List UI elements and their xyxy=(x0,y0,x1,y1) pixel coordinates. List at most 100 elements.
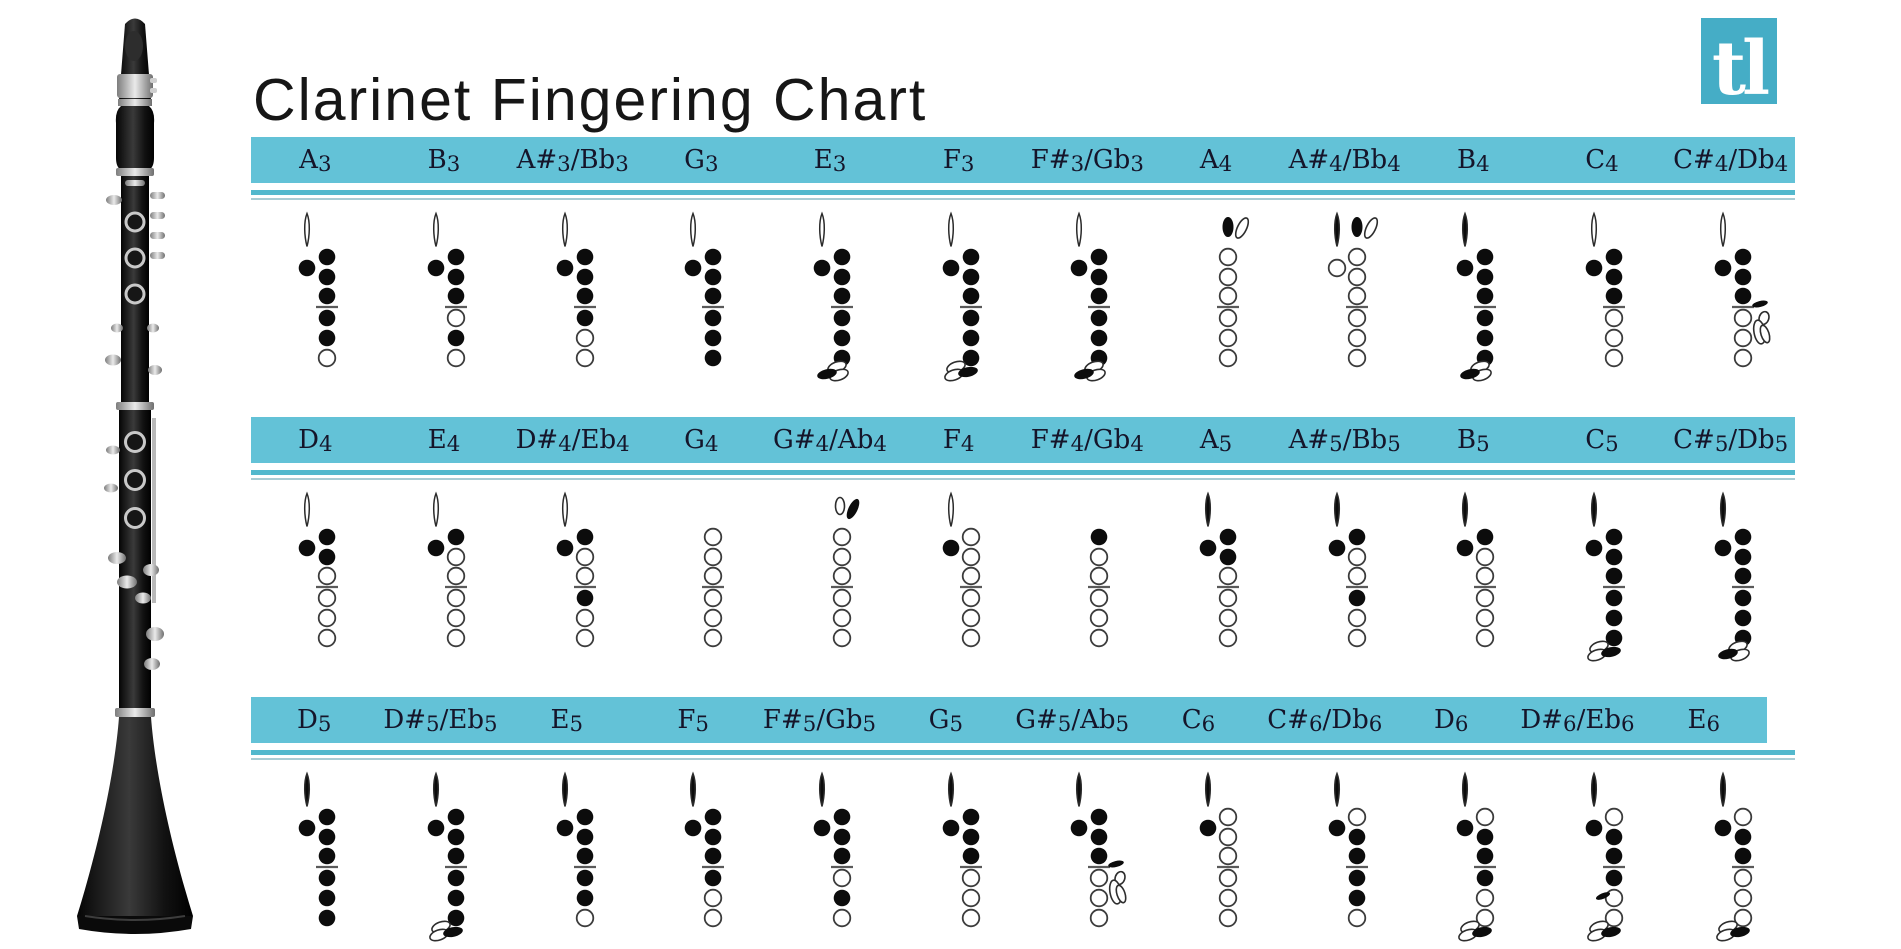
note-label: C6 xyxy=(1181,705,1216,738)
note-label: F3 xyxy=(942,145,975,178)
bell-ring xyxy=(115,708,155,717)
note-label: G4 xyxy=(684,425,719,458)
brand-logo-text: tl xyxy=(1711,26,1770,112)
fingering-diagram xyxy=(380,211,509,389)
note-label: G3 xyxy=(684,145,719,178)
header-rule-secondary xyxy=(251,758,1795,760)
barrel-ring xyxy=(116,168,154,176)
diagram-strip xyxy=(251,211,1795,389)
header-rule-primary xyxy=(251,190,1795,195)
center-ring xyxy=(116,402,154,410)
note-label: G#5/Ab5 xyxy=(1015,705,1130,738)
diagram-strip xyxy=(251,771,1795,949)
note-label: C#5/Db5 xyxy=(1673,425,1789,458)
fingering-diagram xyxy=(251,211,380,389)
note-label: A4 xyxy=(1199,145,1233,178)
fingering-diagram xyxy=(1409,771,1538,949)
upper-joint xyxy=(105,176,165,404)
fingering-diagram xyxy=(766,211,895,389)
note-label: D#5/Eb5 xyxy=(383,705,498,738)
note-label: D#4/Eb4 xyxy=(515,425,630,458)
header-rule-primary xyxy=(251,470,1795,475)
note-label: C#6/Db6 xyxy=(1267,705,1383,738)
note-label: E5 xyxy=(550,705,584,738)
header-rule-secondary xyxy=(251,198,1795,200)
note-header-bar: D4 E4 D#4/Eb4 G4 G#4/Ab4 F4 F#4/Gb4 A5 A#5/Bb5 B5… xyxy=(251,417,1795,463)
fingering-diagram xyxy=(380,771,509,949)
note-label: A#3/Bb3 xyxy=(516,145,629,178)
lower-joint xyxy=(104,410,164,710)
fingering-diagram xyxy=(1152,491,1281,669)
fingering-diagram xyxy=(1280,771,1409,949)
fingering-diagram xyxy=(894,491,1023,669)
fingering-diagram xyxy=(1152,771,1281,949)
fingering-diagram xyxy=(637,211,766,389)
note-label: A#5/Bb5 xyxy=(1288,425,1401,458)
note-label: E3 xyxy=(813,145,847,178)
note-label: F#3/Gb3 xyxy=(1030,145,1144,178)
fingering-diagram xyxy=(251,491,380,669)
fingering-diagram xyxy=(508,491,637,669)
note-label: G#4/Ab4 xyxy=(773,425,887,458)
note-label: E6 xyxy=(1687,705,1721,738)
fingering-diagram xyxy=(251,771,380,949)
note-label: C#4/Db4 xyxy=(1673,145,1789,178)
brand-logo: tl xyxy=(1701,18,1777,112)
note-label: F#5/Gb5 xyxy=(762,705,877,738)
fingering-diagram xyxy=(894,771,1023,949)
fingering-diagram xyxy=(380,491,509,669)
header-rule-primary xyxy=(251,750,1795,755)
fingering-diagram xyxy=(1538,491,1667,669)
fingering-diagram xyxy=(1280,211,1409,389)
fingering-diagram xyxy=(1409,211,1538,389)
fingering-diagram xyxy=(894,211,1023,389)
fingering-diagram xyxy=(1280,491,1409,669)
fingering-diagram xyxy=(637,771,766,949)
note-label: A#4/Bb4 xyxy=(1288,145,1401,178)
note-row-3: D5 D#5/Eb5 E5 F5 F#5/Gb5 G5 G#5/Ab5 C6 C#6/Db6 D6… xyxy=(251,697,1795,949)
diagram-strip xyxy=(251,491,1795,669)
note-header-bar: D5 D#5/Eb5 E5 F5 F#5/Gb5 G5 G#5/Ab5 C6 C#6/Db6 D6… xyxy=(251,697,1767,743)
fingering-diagram xyxy=(1666,491,1795,669)
note-header-bar: A3 B3 A#3/Bb3 G3 E3 F3 F#3/Gb3 A4 A#4/Bb4 B4 C4 C#4… xyxy=(251,137,1795,183)
mouthpiece-ring xyxy=(118,99,152,106)
note-label: F5 xyxy=(677,705,709,738)
clarinet-image xyxy=(77,18,193,934)
note-label: C4 xyxy=(1585,145,1619,178)
barrel xyxy=(115,106,155,170)
fingering-diagram xyxy=(1152,211,1281,389)
fingering-diagram xyxy=(766,491,895,669)
note-row-2: D4 E4 D#4/Eb4 G4 G#4/Ab4 F4 F#4/Gb4 A5 A#5/Bb5 B5… xyxy=(251,417,1795,669)
mouthpiece xyxy=(117,18,157,100)
fingering-diagram xyxy=(766,771,895,949)
note-label: D#6/Eb6 xyxy=(1520,705,1635,738)
fingering-diagram xyxy=(508,771,637,949)
fingering-diagram xyxy=(1023,491,1152,669)
page-title: Clarinet Fingering Chart xyxy=(253,66,928,133)
fingering-diagram xyxy=(1666,211,1795,389)
bell xyxy=(77,717,193,934)
note-row-1: A3 B3 A#3/Bb3 G3 E3 F3 F#3/Gb3 A4 A#4/Bb4 B4 C4 C#4… xyxy=(251,137,1795,389)
fingering-diagram xyxy=(1538,211,1667,389)
note-label: C5 xyxy=(1585,425,1619,458)
header-rule-secondary xyxy=(251,478,1795,480)
fingering-diagram xyxy=(508,211,637,389)
note-label: D5 xyxy=(296,705,332,738)
note-label: F#4/Gb4 xyxy=(1030,425,1144,458)
note-label: D6 xyxy=(1433,705,1469,738)
fingering-diagram xyxy=(1666,771,1795,949)
fingering-diagram xyxy=(1538,771,1667,949)
note-label: E4 xyxy=(427,425,461,458)
note-label: F4 xyxy=(942,425,975,458)
note-label: B4 xyxy=(1456,145,1490,178)
fingering-diagram xyxy=(1023,771,1152,949)
fingering-diagram xyxy=(1409,491,1538,669)
note-label: B5 xyxy=(1456,425,1490,458)
note-label: D4 xyxy=(298,425,333,458)
note-label: G5 xyxy=(928,705,963,738)
note-label: A5 xyxy=(1199,425,1233,458)
note-label: B3 xyxy=(427,145,461,178)
note-label: A3 xyxy=(299,145,332,178)
fingering-diagram xyxy=(1023,211,1152,389)
fingering-diagram xyxy=(637,491,766,669)
